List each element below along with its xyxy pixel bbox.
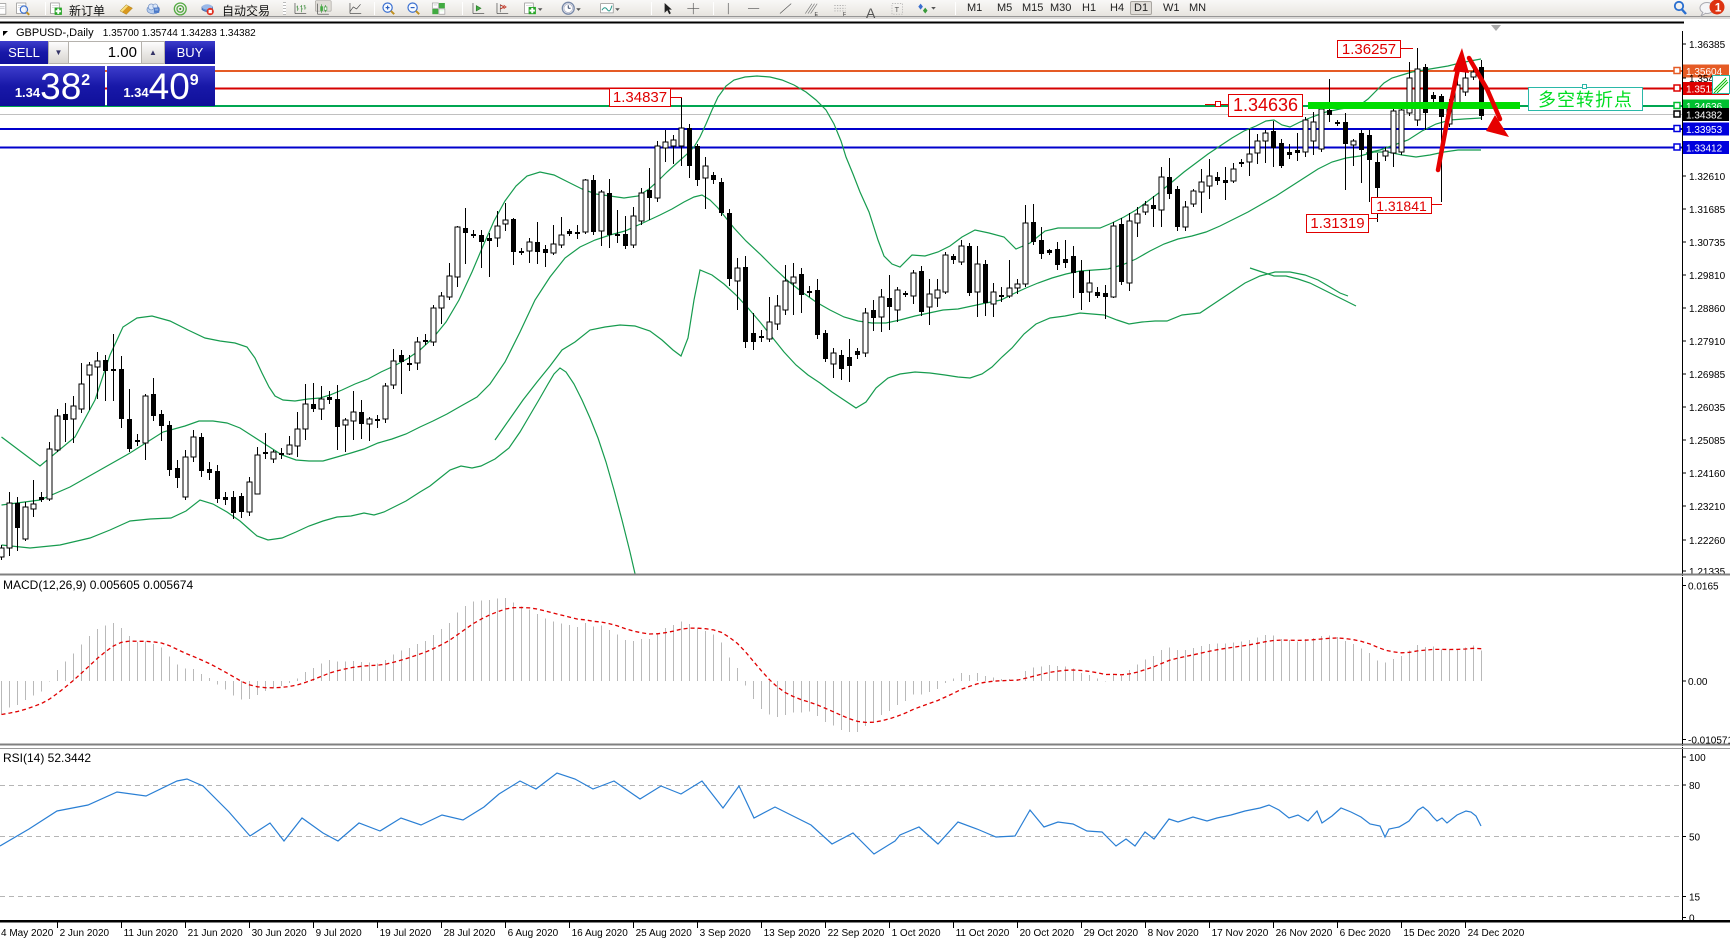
svg-text:15 Dec 2020: 15 Dec 2020 [1403, 928, 1460, 939]
svg-text:1.33953: 1.33953 [1686, 125, 1723, 136]
svg-text:0.0165: 0.0165 [1688, 582, 1719, 593]
svg-text:1.32610: 1.32610 [1689, 172, 1726, 183]
svg-text:6 Dec 2020: 6 Dec 2020 [1340, 928, 1392, 939]
svg-text:RSI(14) 52.3442: RSI(14) 52.3442 [3, 751, 91, 765]
svg-text:11 Oct 2020: 11 Oct 2020 [956, 928, 1010, 939]
svg-text:1: 1 [1715, 1, 1722, 15]
svg-text:1.31685: 1.31685 [1689, 205, 1726, 216]
svg-text:-0.010571: -0.010571 [1688, 736, 1730, 747]
svg-text:22 Sep 2020: 22 Sep 2020 [828, 928, 885, 939]
svg-text:1.30735: 1.30735 [1689, 238, 1726, 249]
svg-text:1.33412: 1.33412 [1686, 144, 1723, 155]
svg-text:9 Jul 2020: 9 Jul 2020 [316, 928, 363, 939]
svg-text:6 Aug 2020: 6 Aug 2020 [508, 928, 559, 939]
svg-text:11 Jun 2020: 11 Jun 2020 [124, 928, 179, 939]
svg-text:1 Oct 2020: 1 Oct 2020 [892, 928, 941, 939]
svg-text:E: E [815, 12, 819, 17]
svg-text:24 Dec 2020: 24 Dec 2020 [1468, 928, 1525, 939]
svg-text:1.35435: 1.35435 [1689, 74, 1726, 85]
svg-text:1.24160: 1.24160 [1689, 469, 1726, 480]
svg-text:1.23210: 1.23210 [1689, 502, 1726, 513]
svg-text:28 Jul 2020: 28 Jul 2020 [444, 928, 496, 939]
svg-text:4 May 2020: 4 May 2020 [1, 928, 54, 939]
svg-text:1.29810: 1.29810 [1689, 271, 1726, 282]
svg-text:26 Nov 2020: 26 Nov 2020 [1276, 928, 1333, 939]
svg-text:29 Oct 2020: 29 Oct 2020 [1084, 928, 1139, 939]
svg-text:1.34382: 1.34382 [1686, 111, 1723, 122]
svg-text:2 Jun 2020: 2 Jun 2020 [60, 928, 110, 939]
svg-text:0: 0 [1689, 914, 1695, 925]
svg-text:1.27910: 1.27910 [1689, 337, 1726, 348]
svg-text:50: 50 [1689, 833, 1701, 844]
svg-text:1.22260: 1.22260 [1689, 536, 1726, 547]
svg-text:1.26035: 1.26035 [1689, 403, 1726, 414]
svg-text:8 Nov 2020: 8 Nov 2020 [1148, 928, 1200, 939]
svg-text:21 Jun 2020: 21 Jun 2020 [188, 928, 243, 939]
svg-text:T: T [895, 5, 900, 14]
svg-text:1.35120: 1.35120 [1686, 85, 1723, 96]
svg-text:16 Aug 2020: 16 Aug 2020 [572, 928, 629, 939]
svg-text:1.25085: 1.25085 [1689, 436, 1726, 447]
svg-text:1.21335: 1.21335 [1689, 567, 1726, 578]
svg-text:30 Jun 2020: 30 Jun 2020 [252, 928, 307, 939]
svg-text:F: F [843, 12, 846, 17]
svg-text:17 Nov 2020: 17 Nov 2020 [1212, 928, 1269, 939]
svg-text:15: 15 [1689, 893, 1701, 904]
svg-text:1.28860: 1.28860 [1689, 304, 1726, 315]
svg-text:20 Oct 2020: 20 Oct 2020 [1020, 928, 1075, 939]
svg-text:100: 100 [1689, 753, 1706, 764]
svg-text:3 Sep 2020: 3 Sep 2020 [700, 928, 752, 939]
svg-text:1.26985: 1.26985 [1689, 370, 1726, 381]
svg-text:1.34636: 1.34636 [1686, 102, 1723, 113]
svg-text:80: 80 [1689, 781, 1701, 792]
svg-text:19 Jul 2020: 19 Jul 2020 [380, 928, 432, 939]
svg-text:1.36385: 1.36385 [1689, 40, 1726, 51]
svg-text:13 Sep 2020: 13 Sep 2020 [764, 928, 821, 939]
svg-text:1.35604: 1.35604 [1686, 67, 1723, 78]
svg-text:MACD(12,26,9) 0.005605 0.00567: MACD(12,26,9) 0.005605 0.005674 [3, 578, 193, 592]
svg-text:25 Aug 2020: 25 Aug 2020 [636, 928, 693, 939]
svg-text:0.00: 0.00 [1688, 677, 1708, 688]
